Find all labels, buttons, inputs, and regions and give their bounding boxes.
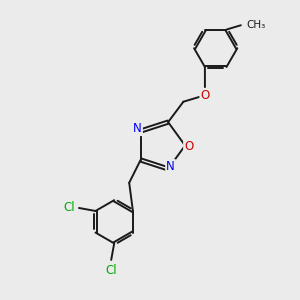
Text: O: O — [184, 140, 193, 154]
Text: N: N — [166, 160, 175, 173]
Text: O: O — [200, 89, 210, 102]
Text: N: N — [133, 122, 142, 135]
Text: Cl: Cl — [64, 202, 75, 214]
Text: CH₃: CH₃ — [246, 20, 266, 30]
Text: Cl: Cl — [105, 264, 117, 278]
